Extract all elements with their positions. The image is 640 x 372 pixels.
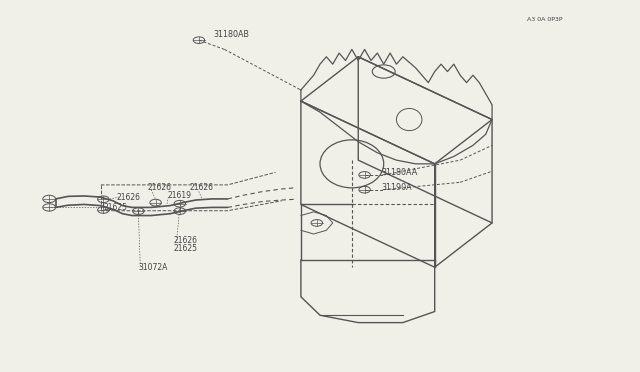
Text: 21626: 21626	[116, 193, 140, 202]
Text: 31190A: 31190A	[382, 183, 412, 192]
Text: 31072A: 31072A	[138, 263, 168, 272]
Text: 31180AB: 31180AB	[214, 30, 250, 39]
Text: 21625: 21625	[173, 244, 197, 253]
Text: 21626: 21626	[189, 183, 213, 192]
Text: 21625: 21625	[103, 203, 127, 212]
Text: A3 0A 0P3P: A3 0A 0P3P	[527, 17, 562, 22]
Text: 21626: 21626	[173, 236, 197, 245]
Text: 21619: 21619	[167, 192, 191, 201]
Text: 21626: 21626	[148, 183, 172, 192]
Text: 31180AA: 31180AA	[382, 168, 418, 177]
